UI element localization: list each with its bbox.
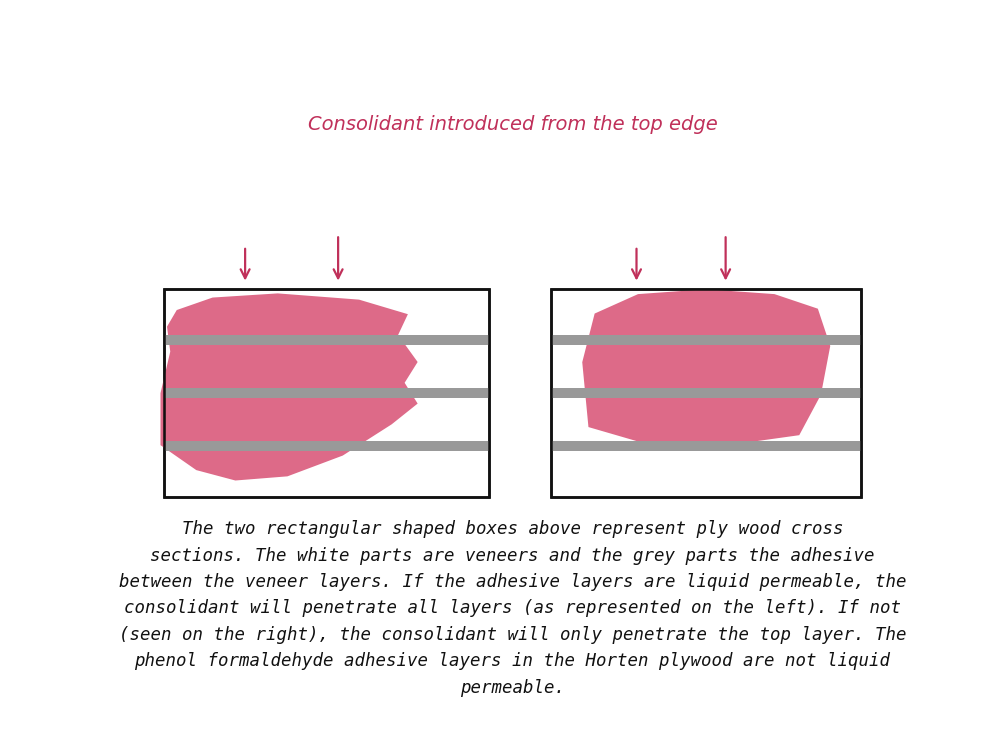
Bar xyxy=(164,388,489,398)
Polygon shape xyxy=(582,290,830,448)
Bar xyxy=(551,388,861,398)
Bar xyxy=(164,335,489,345)
Bar xyxy=(164,441,489,452)
Bar xyxy=(551,290,861,497)
Bar xyxy=(164,335,489,345)
Bar xyxy=(164,388,489,398)
Bar xyxy=(551,290,861,497)
Text: The two rectangular shaped boxes above represent ply wood cross
sections. The wh: The two rectangular shaped boxes above r… xyxy=(119,520,906,697)
Bar xyxy=(551,441,861,452)
Bar xyxy=(164,290,489,497)
Bar xyxy=(551,441,861,452)
Text: Consolidant introduced from the top edge: Consolidant introduced from the top edge xyxy=(308,116,717,134)
Bar xyxy=(551,388,861,398)
Bar xyxy=(164,441,489,452)
Bar xyxy=(551,335,861,345)
Bar xyxy=(551,335,861,345)
Polygon shape xyxy=(160,293,418,481)
Bar xyxy=(164,290,489,497)
